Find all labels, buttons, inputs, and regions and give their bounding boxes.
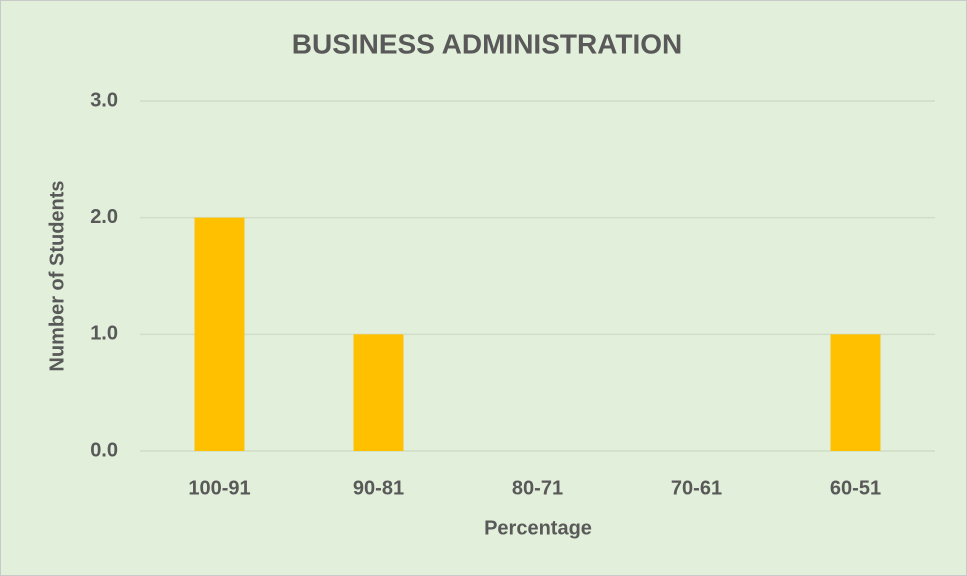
y-tick-label: 3.0: [90, 89, 118, 111]
chart-title: BUSINESS ADMINISTRATION: [292, 28, 682, 59]
bar: [194, 217, 245, 451]
x-axis-title: Percentage: [484, 517, 592, 539]
x-tick-label: 70-61: [671, 477, 722, 499]
x-tick-label: 60-51: [830, 477, 881, 499]
bar: [830, 334, 881, 451]
x-tick-label: 100-91: [188, 477, 250, 499]
y-tick-label: 2.0: [90, 206, 118, 228]
x-tick-label: 80-71: [512, 477, 563, 499]
x-tick-label: 90-81: [353, 477, 404, 499]
y-axis-title: Number of Students: [46, 180, 68, 371]
y-tick-label: 0.0: [90, 439, 118, 461]
bar: [353, 334, 404, 451]
y-tick-label: 1.0: [90, 323, 118, 345]
